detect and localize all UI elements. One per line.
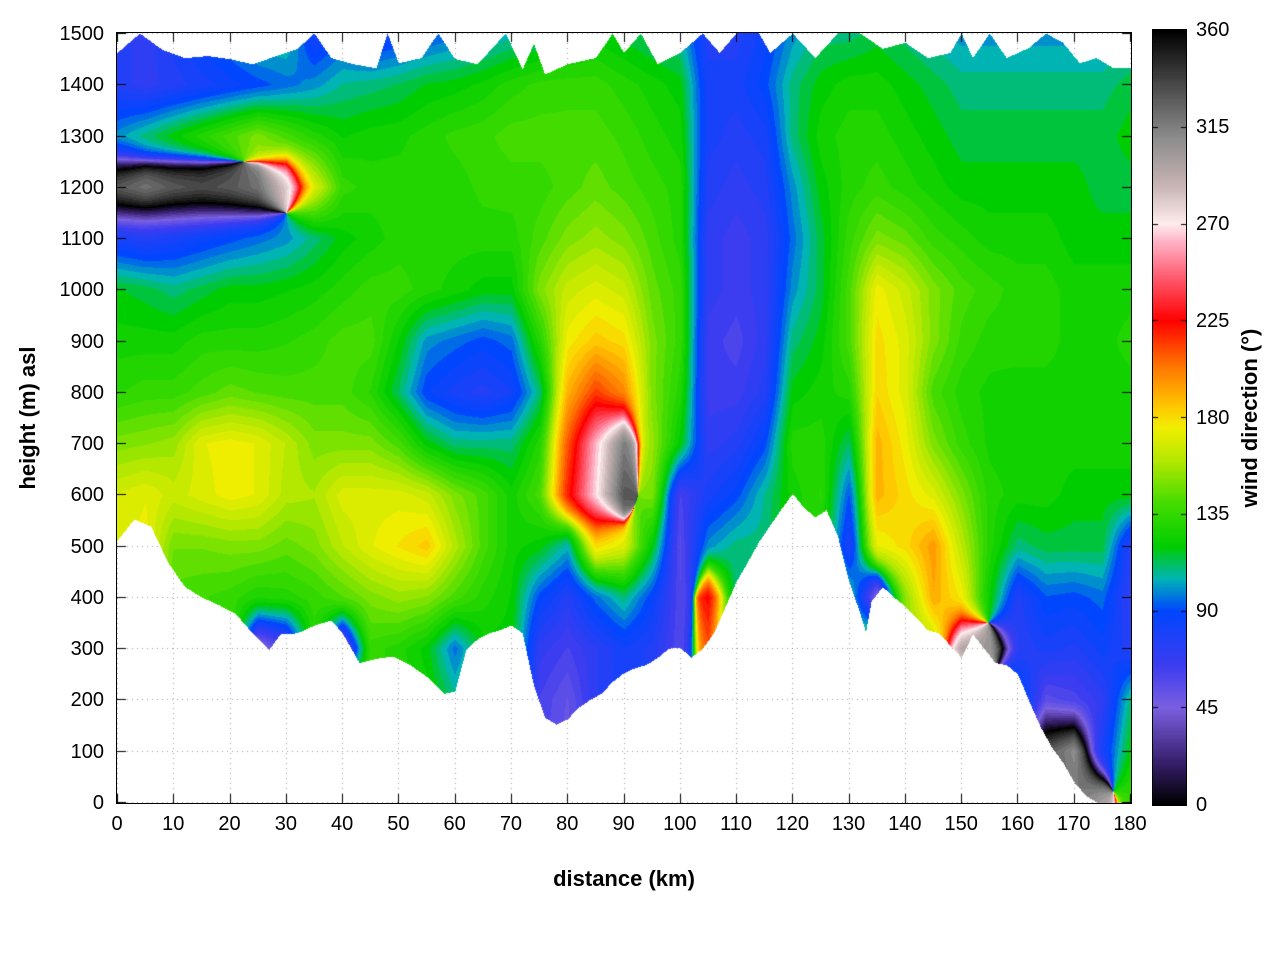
y-tick-label: 1400 <box>59 74 105 97</box>
x-tick-label: 100 <box>663 813 697 835</box>
y-tick-label: 1500 <box>59 23 105 45</box>
y-tick-label: 900 <box>70 330 104 353</box>
plot-area <box>116 32 1132 804</box>
y-tick-label: 600 <box>70 484 104 507</box>
x-tick-label: 40 <box>330 813 354 835</box>
x-tick-label: 70 <box>499 813 523 835</box>
colorbar-tick-label: 270 <box>1196 212 1230 235</box>
y-tick-label: 200 <box>70 689 104 712</box>
x-tick-label: 80 <box>556 813 579 835</box>
y-tick-label: 1000 <box>59 279 105 302</box>
x-tick-label: 130 <box>831 813 866 835</box>
x-tick-label: 110 <box>720 813 752 835</box>
x-tick-label: 90 <box>612 813 635 835</box>
x-tick-label: 140 <box>888 813 922 835</box>
colorbar-label: wind direction (°) <box>1237 328 1262 508</box>
x-tick-label: 0 <box>111 813 123 835</box>
y-tick-label: 500 <box>70 535 104 558</box>
y-axis-label: height (m) asl <box>15 346 40 490</box>
y-tick-label: 1200 <box>59 176 105 199</box>
x-tick-label: 20 <box>218 813 241 835</box>
x-tick-label: 30 <box>274 813 297 835</box>
colorbar-tick-label: 135 <box>1196 503 1230 526</box>
colorbar-tick-label: 315 <box>1196 115 1230 138</box>
colorbar-canvas <box>1153 30 1186 805</box>
colorbar-tick-label: 360 <box>1196 19 1230 41</box>
y-tick-label: 1100 <box>60 228 104 251</box>
y-tick-label: 1300 <box>59 125 105 148</box>
colorbar-tick-label: 90 <box>1196 600 1219 623</box>
colorbar-tick-label: 45 <box>1196 697 1219 720</box>
heatmap-canvas <box>117 33 1131 803</box>
x-tick-label: 180 <box>1113 813 1147 835</box>
x-tick-label: 60 <box>443 813 466 835</box>
colorbar-tick-label: 0 <box>1196 794 1208 816</box>
colorbar-tick-label: 225 <box>1196 309 1230 332</box>
y-tick-label: 300 <box>70 638 104 661</box>
x-tick-label: 10 <box>162 813 185 835</box>
colorbar <box>1152 29 1187 806</box>
y-tick-label: 700 <box>70 433 104 456</box>
y-tick-label: 400 <box>70 586 104 609</box>
x-tick-label: 160 <box>1000 813 1035 835</box>
y-tick-label: 800 <box>70 381 104 404</box>
x-tick-label: 50 <box>387 813 410 835</box>
x-tick-label: 150 <box>944 813 978 835</box>
colorbar-tick-label: 180 <box>1196 406 1230 429</box>
y-tick-label: 0 <box>92 792 104 814</box>
x-tick-label: 120 <box>775 813 810 835</box>
x-tick-label: 170 <box>1057 813 1091 835</box>
y-tick-label: 100 <box>70 740 104 763</box>
x-axis-label: distance (km) <box>553 866 695 891</box>
